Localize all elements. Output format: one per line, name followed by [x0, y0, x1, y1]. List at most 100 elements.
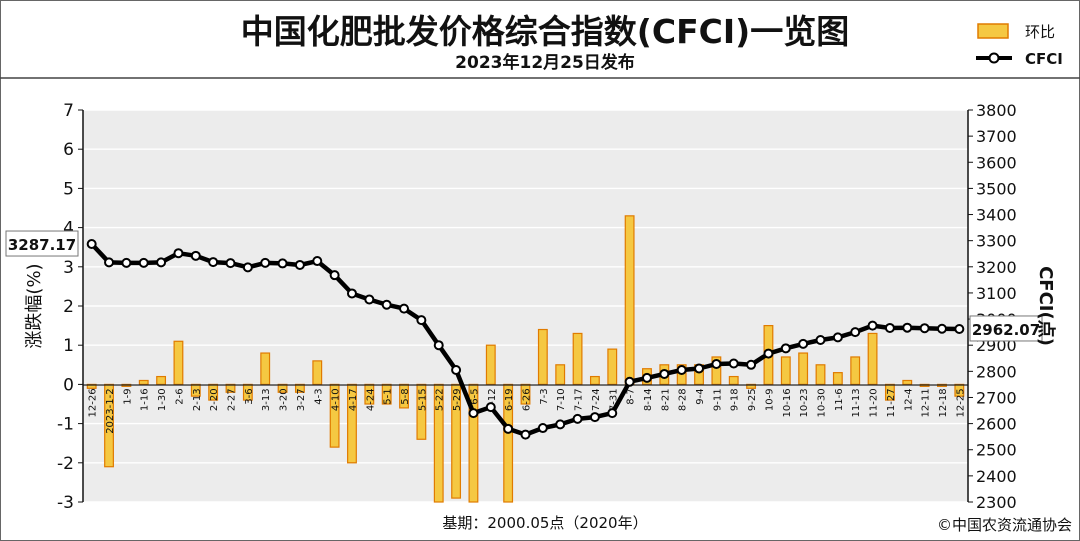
legend-bar-label: 环比	[1025, 23, 1055, 41]
x-tick-label: 12-4	[903, 388, 914, 411]
bar	[156, 375, 167, 385]
x-tick-label: 5-29	[452, 388, 463, 411]
right-tick-label: 3800	[976, 101, 1017, 120]
right-tick-label: 3500	[976, 179, 1017, 198]
right-tick-label: 3100	[976, 284, 1017, 303]
x-tick-label: 3-6	[244, 388, 255, 404]
chart-title: 中国化肥批发价格综合指数(CFCI)一览图	[241, 12, 849, 51]
left-tick-label: -2	[57, 454, 74, 474]
x-axis-ticks: 12-26 2023-1-2 1-9 1-16 1-30 2-6 2-13 2-20 2-27 3…	[88, 388, 967, 433]
x-tick-label: 11-27	[886, 388, 897, 417]
cfci-point	[607, 408, 618, 419]
x-tick-label: 10-16	[782, 388, 793, 417]
cfci-point	[572, 413, 583, 424]
cfci-point	[381, 299, 392, 310]
x-tick-label: 7-3	[539, 388, 550, 404]
left-tick-label: 3	[63, 258, 74, 278]
cfci-point	[294, 259, 305, 270]
cfci-point	[433, 340, 444, 351]
x-tick-label: 8-14	[643, 388, 654, 411]
cfci-point	[694, 363, 705, 374]
x-tick-label: 12-18	[938, 388, 949, 417]
legend-line-marker	[988, 52, 1000, 64]
cfci-point	[208, 257, 219, 268]
cfci-point	[850, 327, 861, 338]
right-tick-label: 2800	[976, 362, 1017, 381]
cfci-point	[815, 334, 826, 345]
x-tick-label: 2-20	[209, 388, 220, 411]
x-tick-label: 1-9	[122, 388, 133, 404]
x-tick-label: 5-1	[383, 388, 394, 404]
x-tick-label: 12-11	[921, 388, 932, 417]
cfci-point	[260, 257, 271, 268]
bar	[607, 348, 618, 385]
x-tick-label: 9-4	[695, 388, 706, 404]
right-tick-label: 3600	[976, 153, 1017, 172]
bar	[624, 215, 635, 385]
cfci-point	[780, 343, 791, 354]
cfci-point	[936, 323, 947, 334]
bar	[902, 379, 913, 386]
cfci-point	[624, 376, 635, 387]
right-tick-label: 2500	[976, 441, 1017, 460]
first-value-box	[5, 230, 79, 257]
cfci-point	[555, 419, 566, 430]
right-tick-label: 3200	[976, 258, 1017, 277]
cfci-point	[312, 256, 323, 267]
left-tick-label: 4	[63, 219, 74, 239]
cfci-point	[832, 332, 843, 343]
x-tick-label: 2-6	[174, 388, 185, 404]
legend-line-label: CFCI	[1025, 50, 1063, 68]
cfci-point	[451, 365, 462, 376]
bar	[312, 360, 323, 386]
bar	[798, 352, 809, 386]
x-tick-label: 1-30	[157, 388, 168, 411]
cfci-point	[884, 322, 895, 333]
cfci-point	[399, 303, 410, 314]
cfci-point	[242, 262, 253, 273]
right-tick-label: 2700	[976, 388, 1017, 407]
cfci-point	[329, 270, 340, 281]
bar	[537, 328, 548, 385]
left-tick-label: 1	[63, 336, 74, 356]
right-tick-label: 3300	[976, 232, 1017, 251]
cfci-point	[919, 323, 930, 334]
right-tick-label: 2400	[976, 467, 1017, 486]
bar	[173, 340, 184, 385]
cfci-point	[867, 320, 878, 331]
left-axis-title: 涨跌幅(%)	[24, 263, 45, 348]
x-tick-label: 4-3	[313, 388, 324, 404]
right-tick-label: 2300	[976, 493, 1017, 512]
legend: 环比 CFCI	[976, 23, 1063, 68]
chart-date: 2023年12月25日发布	[455, 52, 635, 73]
cfci-point	[728, 358, 739, 369]
cfci-point	[190, 250, 201, 261]
cfci-point	[711, 359, 722, 370]
x-tick-label: 6-26	[522, 388, 533, 411]
x-tick-label: 5-8	[400, 388, 411, 404]
line-series	[86, 239, 965, 440]
x-tick-label: 7-17	[574, 388, 585, 411]
left-tick-label: 2	[63, 297, 74, 317]
bar	[832, 372, 843, 386]
left-tick-label: 5	[63, 179, 74, 199]
x-tick-label: 7-10	[556, 388, 567, 411]
bar	[555, 364, 566, 385]
cfci-point	[676, 365, 687, 376]
left-axis-ticks: 7 6 5 4 3 2 1 0 -1 -2 -3	[57, 101, 83, 513]
cfci-point	[798, 338, 809, 349]
x-tick-label: 4-10	[331, 388, 342, 411]
left-tick-label: -1	[57, 415, 74, 435]
x-tick-label: 3-20	[279, 388, 290, 411]
cfci-point	[138, 257, 149, 268]
x-tick-label: 9-25	[747, 388, 758, 411]
bar	[138, 379, 149, 386]
cfci-point	[346, 288, 357, 299]
x-tick-label: 1-16	[140, 388, 151, 411]
x-tick-label: 5-15	[417, 388, 428, 411]
x-tick-label: 3-27	[296, 388, 307, 411]
x-tick-label: 8-28	[678, 388, 689, 411]
x-tick-label: 7-24	[591, 388, 602, 411]
cfci-point	[173, 248, 184, 259]
bar	[780, 356, 791, 385]
